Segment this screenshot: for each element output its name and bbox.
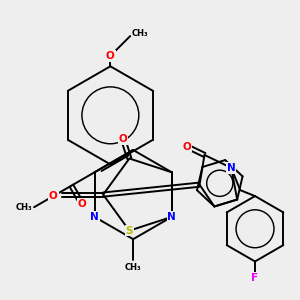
Text: N: N [227, 163, 236, 173]
Text: O: O [118, 134, 127, 144]
Text: N: N [167, 212, 176, 222]
Text: S: S [126, 226, 133, 236]
Text: N: N [90, 212, 99, 222]
Text: O: O [49, 191, 58, 201]
Text: O: O [183, 142, 191, 152]
Text: CH₃: CH₃ [16, 203, 33, 212]
Text: CH₃: CH₃ [132, 28, 148, 38]
Text: F: F [251, 273, 259, 283]
Text: O: O [77, 199, 86, 209]
Text: O: O [106, 51, 115, 61]
Text: CH₃: CH₃ [125, 263, 142, 272]
